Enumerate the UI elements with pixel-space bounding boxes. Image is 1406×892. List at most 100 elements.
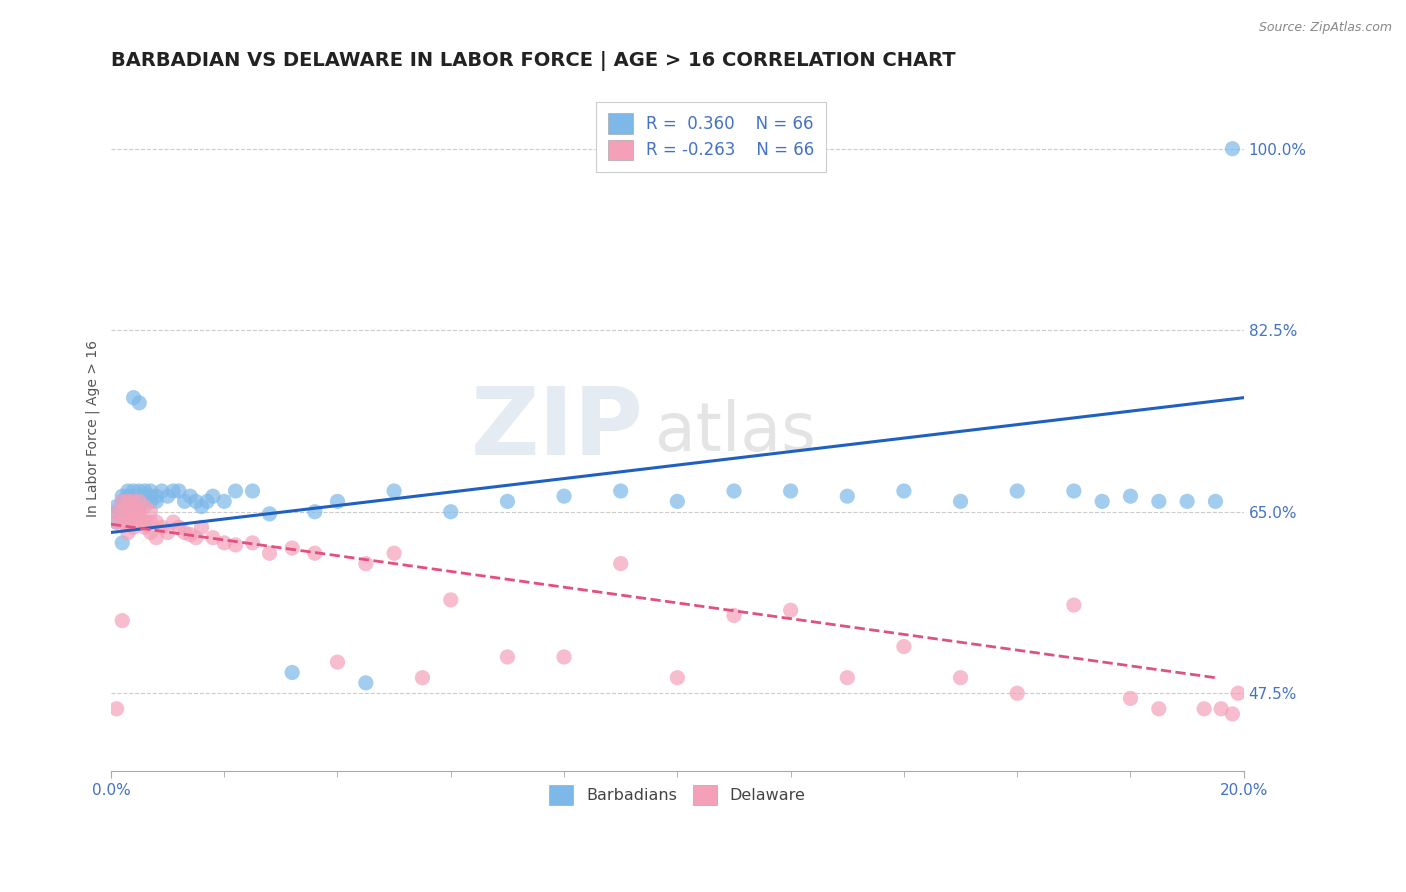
Point: [105, 515, 128, 529]
Point: [117, 525, 139, 540]
Point: [837, 489, 859, 503]
Point: [145, 531, 167, 545]
Point: [666, 671, 689, 685]
Point: [1175, 494, 1198, 508]
Point: [1204, 494, 1226, 508]
Point: [111, 505, 134, 519]
Point: [609, 557, 631, 571]
Point: [1222, 142, 1244, 156]
Point: [242, 483, 264, 498]
Point: [105, 505, 128, 519]
Point: [1147, 702, 1170, 716]
Point: [111, 515, 134, 529]
Point: [111, 494, 134, 508]
Point: [225, 483, 247, 498]
Point: [1147, 494, 1170, 508]
Point: [354, 676, 377, 690]
Point: [1211, 702, 1233, 716]
Point: [117, 494, 139, 508]
Point: [440, 593, 463, 607]
Point: [134, 494, 156, 508]
Point: [666, 494, 689, 508]
Point: [105, 505, 128, 519]
Point: [122, 520, 145, 534]
Point: [837, 671, 859, 685]
Text: atlas: atlas: [655, 400, 815, 466]
Point: [553, 489, 575, 503]
Point: [111, 494, 134, 508]
Point: [139, 525, 162, 540]
Point: [1192, 702, 1215, 716]
Point: [723, 483, 745, 498]
Text: BARBADIAN VS DELAWARE IN LABOR FORCE | AGE > 16 CORRELATION CHART: BARBADIAN VS DELAWARE IN LABOR FORCE | A…: [111, 51, 956, 70]
Point: [259, 507, 281, 521]
Point: [553, 649, 575, 664]
Point: [156, 525, 179, 540]
Point: [111, 536, 134, 550]
Point: [1005, 483, 1028, 498]
Point: [111, 489, 134, 503]
Point: [195, 494, 218, 508]
Point: [609, 483, 631, 498]
Y-axis label: In Labor Force | Age > 16: In Labor Force | Age > 16: [86, 340, 100, 517]
Point: [184, 494, 207, 508]
Point: [117, 515, 139, 529]
Point: [242, 536, 264, 550]
Point: [134, 515, 156, 529]
Point: [117, 500, 139, 514]
Point: [111, 614, 134, 628]
Point: [1175, 878, 1198, 892]
Point: [779, 603, 801, 617]
Point: [139, 494, 162, 508]
Point: [139, 483, 162, 498]
Point: [134, 500, 156, 514]
Point: [212, 536, 235, 550]
Point: [173, 525, 195, 540]
Point: [150, 483, 173, 498]
Point: [1091, 494, 1114, 508]
Point: [354, 557, 377, 571]
Point: [201, 489, 224, 503]
Point: [304, 546, 326, 560]
Point: [122, 510, 145, 524]
Point: [122, 494, 145, 508]
Point: [382, 546, 405, 560]
Point: [259, 546, 281, 560]
Point: [173, 494, 195, 508]
Point: [179, 489, 201, 503]
Point: [134, 489, 156, 503]
Point: [1005, 686, 1028, 700]
Point: [1227, 686, 1250, 700]
Point: [128, 500, 150, 514]
Point: [139, 489, 162, 503]
Point: [128, 396, 150, 410]
Point: [128, 494, 150, 508]
Point: [122, 505, 145, 519]
Point: [184, 531, 207, 545]
Point: [134, 520, 156, 534]
Point: [1222, 706, 1244, 721]
Text: Source: ZipAtlas.com: Source: ZipAtlas.com: [1258, 21, 1392, 34]
Point: [117, 500, 139, 514]
Point: [212, 494, 235, 508]
Point: [281, 665, 304, 680]
Point: [779, 483, 801, 498]
Point: [117, 510, 139, 524]
Point: [150, 520, 173, 534]
Point: [122, 510, 145, 524]
Point: [1063, 483, 1085, 498]
Point: [281, 541, 304, 555]
Point: [111, 505, 134, 519]
Point: [162, 483, 184, 498]
Point: [1063, 598, 1085, 612]
Point: [190, 520, 212, 534]
Point: [167, 483, 190, 498]
Point: [190, 500, 212, 514]
Point: [145, 489, 167, 503]
Point: [496, 649, 519, 664]
Text: ZIP: ZIP: [471, 383, 644, 475]
Point: [326, 655, 349, 669]
Point: [105, 702, 128, 716]
Point: [326, 494, 349, 508]
Point: [723, 608, 745, 623]
